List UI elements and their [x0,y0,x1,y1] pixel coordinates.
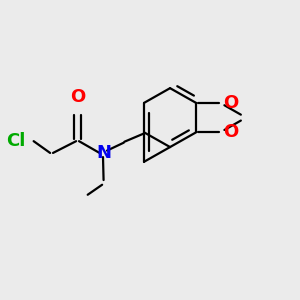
Text: N: N [96,144,111,162]
Text: O: O [70,88,85,106]
Text: O: O [224,94,239,112]
Text: O: O [224,123,239,141]
Text: Cl: Cl [6,132,26,150]
